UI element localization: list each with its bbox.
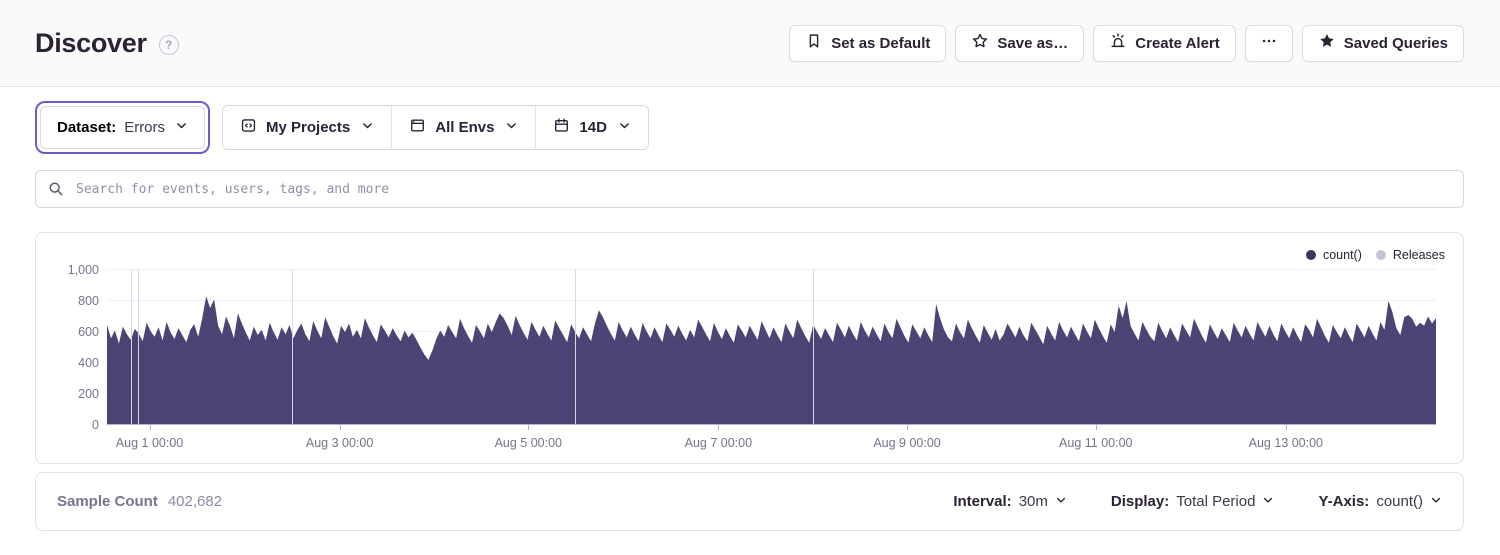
projects-icon: [240, 117, 257, 138]
x-axis-tick: [339, 425, 341, 430]
chevron-down-icon: [1055, 493, 1067, 510]
create-alert-label: Create Alert: [1135, 34, 1220, 52]
plot-area[interactable]: Aug 1 00:00 Aug 3 00:00 Aug 5 00:00 Aug 7 0…: [107, 269, 1436, 450]
help-icon[interactable]: ?: [158, 35, 179, 55]
set-as-default-label: Set as Default: [831, 34, 931, 52]
release-marker-line: [574, 270, 577, 425]
yaxis-value: count(): [1376, 493, 1423, 510]
release-marker-line: [812, 270, 815, 425]
yaxis-control[interactable]: Y-Axis: count(): [1318, 493, 1442, 510]
x-axis-label: Aug 1 00:00: [115, 436, 184, 450]
display-label: Display:: [1110, 493, 1170, 510]
interval-value: 30m: [1018, 493, 1048, 510]
header-actions: Set as Default Save as… Create Alert Sav…: [789, 24, 1464, 62]
search-bar: [35, 170, 1464, 208]
legend-dot-count: [1305, 250, 1316, 260]
legend-dot-releases: [1375, 250, 1386, 260]
calendar-icon: [553, 117, 570, 138]
chart-legend: count() Releases: [1305, 248, 1445, 262]
filter-bar: Dataset: Errors My Projects All Envs 14D: [35, 101, 1464, 154]
footer-controls: Interval: 30m Display: Total Period Y-Ax…: [953, 493, 1442, 510]
search-input[interactable]: [35, 170, 1464, 208]
y-axis-labels: 0 200 400 600 800 1,000: [36, 263, 99, 432]
chart-footer: Sample Count 402,682 Interval: 30m Displ…: [35, 472, 1464, 531]
chevron-down-icon: [1430, 493, 1442, 510]
sample-count-label: Sample Count: [57, 493, 158, 510]
chevron-down-icon: [361, 119, 374, 136]
display-value: Total Period: [1176, 493, 1256, 510]
sample-count-value: 402,682: [167, 493, 223, 510]
x-axis-label: Aug 13 00:00: [1248, 436, 1323, 450]
x-axis-tick: [907, 425, 909, 430]
x-axis-label: Aug 5 00:00: [494, 436, 562, 450]
projects-label: My Projects: [266, 119, 351, 136]
projects-filter-button[interactable]: My Projects: [223, 106, 392, 149]
dataset-filter-button[interactable]: Dataset: Errors: [40, 106, 206, 149]
x-axis-tick: [718, 425, 720, 430]
y-axis-label: 0: [92, 418, 99, 432]
chevron-down-icon: [175, 119, 188, 136]
interval-label: Interval:: [953, 493, 1012, 510]
y-axis-label: 800: [78, 294, 99, 308]
chevron-down-icon: [1262, 493, 1274, 510]
ellipsis-icon: [1259, 32, 1279, 54]
alarm-icon: [1109, 32, 1127, 54]
x-axis-tick: [528, 425, 530, 430]
count-area-series: [107, 296, 1436, 425]
create-alert-button[interactable]: Create Alert: [1093, 24, 1236, 62]
saved-queries-label: Saved Queries: [1343, 34, 1448, 52]
interval-control[interactable]: Interval: 30m: [953, 493, 1067, 510]
saved-queries-button[interactable]: Saved Queries: [1301, 24, 1464, 62]
x-axis-label: Aug 11 00:00: [1059, 436, 1133, 450]
x-axis-label: Aug 9 00:00: [873, 436, 941, 450]
dataset-label: Dataset:: [57, 119, 117, 136]
y-axis-label: 600: [78, 325, 99, 339]
x-axis-label: Aug 3 00:00: [305, 436, 374, 450]
star-outline-icon: [971, 32, 989, 54]
star-filled-icon: [1318, 32, 1336, 54]
window-icon: [409, 117, 426, 138]
release-marker-line: [137, 270, 140, 425]
release-marker-line: [291, 270, 294, 425]
y-axis-label: 400: [78, 356, 99, 370]
x-axis-label: Aug 7 00:00: [684, 436, 753, 450]
save-as-button[interactable]: Save as…: [955, 24, 1085, 62]
dataset-highlight-ring: Dataset: Errors: [35, 101, 211, 154]
page-title: Discover: [35, 27, 147, 58]
legend-item-releases[interactable]: Releases: [1375, 248, 1445, 262]
legend-label-count: count(): [1322, 248, 1362, 262]
save-as-label: Save as…: [997, 34, 1069, 52]
bookmark-icon: [805, 32, 823, 54]
app-header: Discover ? Set as Default Save as… Creat…: [0, 0, 1500, 87]
x-axis-tick: [1285, 425, 1287, 430]
environments-filter-button[interactable]: All Envs: [391, 106, 536, 149]
set-as-default-button[interactable]: Set as Default: [789, 24, 947, 62]
chart-panel: count() Releases 0 200 400 600 800 1,000 Aug …: [35, 232, 1464, 464]
daterange-label: 14D: [579, 119, 607, 136]
environments-label: All Envs: [435, 119, 495, 136]
x-axis-tick: [149, 425, 151, 430]
x-axis-tick: [1095, 425, 1097, 430]
gridline: [107, 331, 1436, 332]
gridline: [107, 300, 1436, 301]
sample-count: Sample Count 402,682: [57, 493, 222, 510]
x-axis-line: [107, 424, 1436, 425]
dataset-value: Errors: [124, 119, 166, 136]
release-marker-line: [130, 270, 133, 425]
y-axis-label: 200: [78, 387, 99, 401]
page-filter-group: My Projects All Envs 14D: [222, 105, 649, 150]
more-options-button[interactable]: [1244, 24, 1293, 62]
display-control[interactable]: Display: Total Period: [1111, 493, 1275, 510]
gridline: [107, 269, 1436, 270]
chevron-down-icon: [505, 119, 518, 136]
chevron-down-icon: [618, 119, 631, 136]
y-axis-label: 1,000: [67, 263, 99, 277]
legend-label-releases: Releases: [1392, 248, 1445, 262]
legend-item-count[interactable]: count(): [1305, 248, 1362, 262]
daterange-filter-button[interactable]: 14D: [535, 106, 648, 149]
yaxis-label: Y-Axis:: [1318, 493, 1370, 510]
